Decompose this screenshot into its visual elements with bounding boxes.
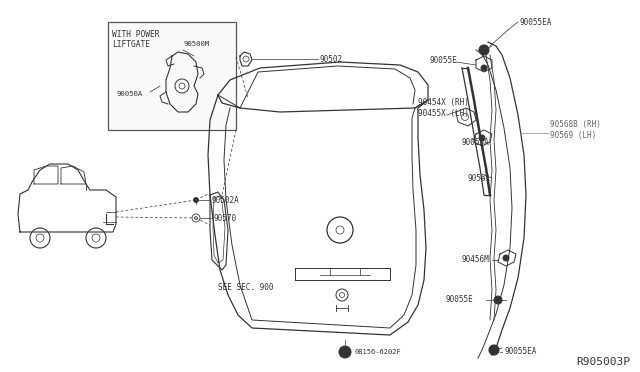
Text: 90561: 90561 [468,173,491,183]
Circle shape [503,255,509,261]
Text: 90055EA: 90055EA [505,347,538,356]
Circle shape [489,345,499,355]
Text: SEE SEC. 900: SEE SEC. 900 [218,282,273,292]
Circle shape [479,45,489,55]
Circle shape [481,65,487,71]
Circle shape [494,296,502,304]
Circle shape [193,198,198,202]
Text: 90055A: 90055A [462,138,490,147]
Text: WITH POWER
LIFTGATE: WITH POWER LIFTGATE [112,30,159,49]
Text: 08156-6202F: 08156-6202F [355,349,402,355]
Circle shape [479,135,485,141]
Text: 90570: 90570 [214,214,237,222]
Text: 90055E: 90055E [446,295,474,305]
Text: 90456M: 90456M [462,256,490,264]
Text: 90502A: 90502A [212,196,240,205]
Text: R905003P: R905003P [576,357,630,367]
Circle shape [339,346,351,358]
Text: 90055E: 90055E [430,55,458,64]
Text: 90568B (RH)
90569 (LH): 90568B (RH) 90569 (LH) [550,120,601,140]
Text: 90050A: 90050A [116,91,142,97]
Text: 90502: 90502 [320,55,343,64]
Bar [108,22,236,130]
Text: 90454X (RH)
90455X (LH): 90454X (RH) 90455X (LH) [418,98,469,118]
Text: 90500M: 90500M [184,41,211,47]
Text: 90055EA: 90055EA [520,17,552,26]
